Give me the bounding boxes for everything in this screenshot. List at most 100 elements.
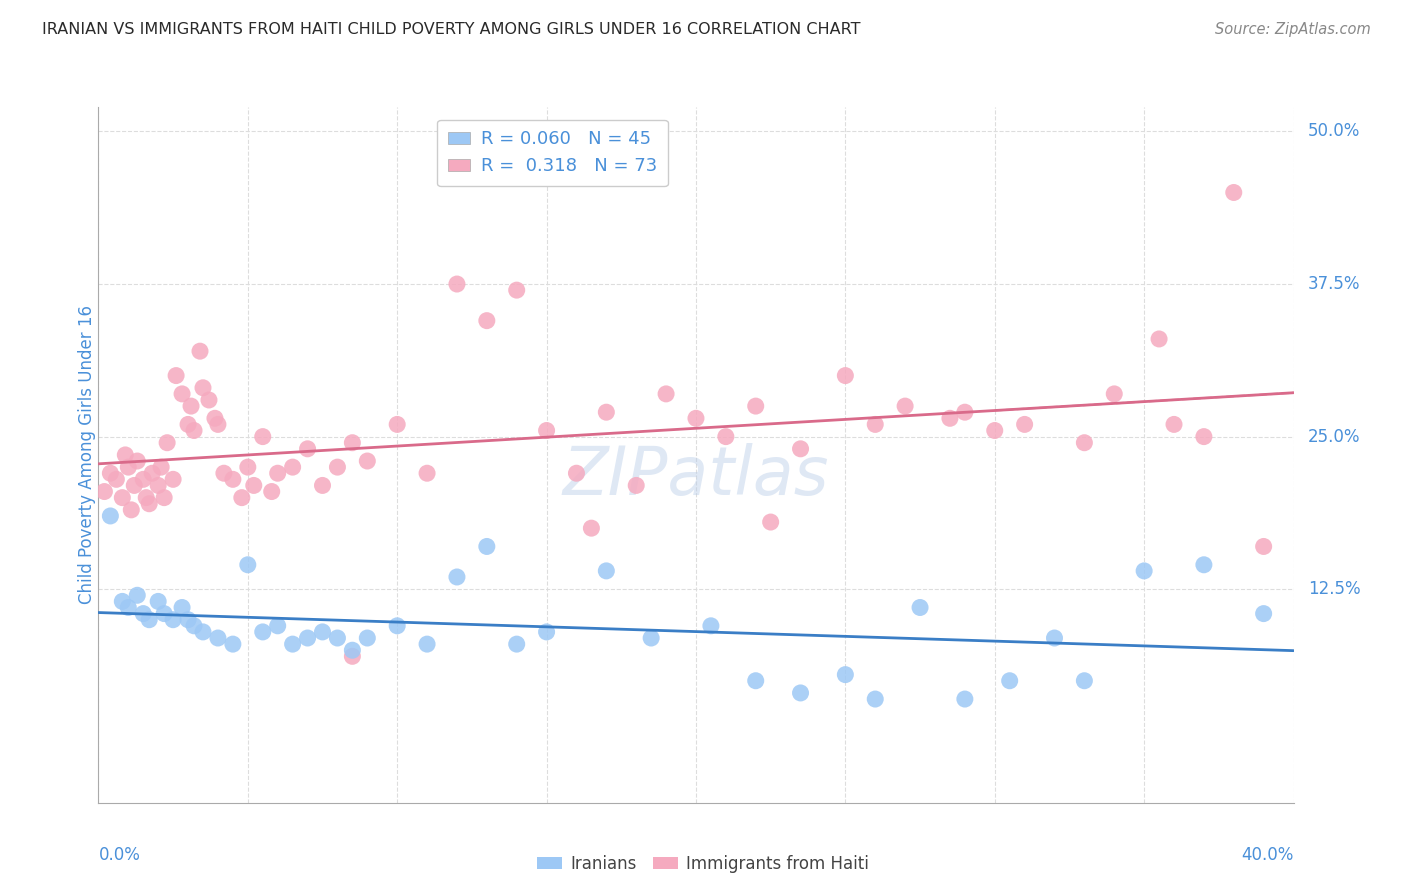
Point — [506, 637, 529, 651]
Point — [416, 637, 439, 651]
Point — [177, 613, 200, 627]
Point — [595, 405, 617, 419]
Point — [326, 460, 349, 475]
Point — [385, 619, 409, 633]
Legend: R = 0.060   N = 45, R =  0.318   N = 73: R = 0.060 N = 45, R = 0.318 N = 73 — [437, 120, 668, 186]
Point — [581, 521, 603, 535]
Point — [127, 588, 149, 602]
Point — [640, 631, 662, 645]
Text: 12.5%: 12.5% — [1308, 580, 1361, 599]
Point — [475, 313, 498, 327]
Text: ZIPatlas: ZIPatlas — [562, 442, 830, 508]
Text: 0.0%: 0.0% — [98, 846, 141, 863]
Point — [342, 649, 364, 664]
Point — [281, 637, 304, 651]
Point — [506, 283, 529, 297]
Text: Source: ZipAtlas.com: Source: ZipAtlas.com — [1215, 22, 1371, 37]
Point — [93, 484, 115, 499]
Point — [281, 460, 304, 475]
Point — [138, 497, 160, 511]
Point — [198, 392, 221, 407]
Point — [1073, 435, 1095, 450]
Point — [204, 411, 226, 425]
Point — [117, 600, 139, 615]
Point — [297, 442, 319, 456]
Point — [120, 503, 142, 517]
Point — [124, 478, 146, 492]
Point — [188, 344, 211, 359]
Point — [191, 381, 214, 395]
Point — [177, 417, 200, 432]
Point — [894, 399, 917, 413]
Point — [1014, 417, 1036, 432]
Point — [939, 411, 962, 425]
Text: 25.0%: 25.0% — [1308, 427, 1361, 446]
Point — [700, 619, 723, 633]
Point — [834, 368, 856, 383]
Point — [111, 594, 134, 608]
Point — [416, 467, 439, 481]
Point — [127, 454, 149, 468]
Point — [98, 508, 122, 523]
Point — [342, 435, 364, 450]
Point — [267, 467, 290, 481]
Point — [953, 692, 976, 706]
Point — [183, 424, 205, 438]
Point — [1192, 558, 1215, 572]
Point — [162, 613, 184, 627]
Point — [1147, 332, 1170, 346]
Point — [231, 491, 253, 505]
Point — [998, 673, 1021, 688]
Point — [117, 460, 139, 475]
Point — [536, 424, 558, 438]
Point — [475, 540, 498, 554]
Point — [1102, 387, 1125, 401]
Point — [655, 387, 678, 401]
Point — [759, 515, 782, 529]
Point — [714, 429, 737, 443]
Point — [863, 692, 886, 706]
Text: 40.0%: 40.0% — [1241, 846, 1294, 863]
Point — [1253, 540, 1275, 554]
Legend: Iranians, Immigrants from Haiti: Iranians, Immigrants from Haiti — [530, 848, 876, 880]
Point — [236, 558, 259, 572]
Point — [222, 472, 245, 486]
Point — [908, 600, 931, 615]
Point — [745, 399, 768, 413]
Point — [834, 667, 856, 681]
Point — [141, 467, 163, 481]
Point — [624, 478, 647, 492]
Point — [745, 673, 768, 688]
Y-axis label: Child Poverty Among Girls Under 16: Child Poverty Among Girls Under 16 — [79, 305, 96, 605]
Point — [207, 417, 229, 432]
Point — [180, 399, 202, 413]
Point — [446, 570, 468, 584]
Point — [260, 484, 283, 499]
Point — [148, 594, 170, 608]
Point — [135, 491, 157, 505]
Point — [1043, 631, 1066, 645]
Point — [172, 600, 194, 615]
Point — [356, 631, 378, 645]
Point — [138, 613, 160, 627]
Point — [165, 368, 187, 383]
Point — [297, 631, 319, 645]
Point — [789, 442, 811, 456]
Point — [252, 429, 274, 443]
Point — [267, 619, 290, 633]
Point — [983, 424, 1005, 438]
Point — [114, 448, 136, 462]
Point — [222, 637, 245, 651]
Point — [342, 643, 364, 657]
Point — [191, 624, 214, 639]
Point — [132, 472, 155, 486]
Point — [789, 686, 811, 700]
Text: IRANIAN VS IMMIGRANTS FROM HAITI CHILD POVERTY AMONG GIRLS UNDER 16 CORRELATION : IRANIAN VS IMMIGRANTS FROM HAITI CHILD P… — [42, 22, 860, 37]
Point — [212, 467, 235, 481]
Point — [207, 631, 229, 645]
Point — [183, 619, 205, 633]
Point — [326, 631, 349, 645]
Point — [1073, 673, 1095, 688]
Point — [311, 478, 333, 492]
Text: 50.0%: 50.0% — [1308, 122, 1360, 140]
